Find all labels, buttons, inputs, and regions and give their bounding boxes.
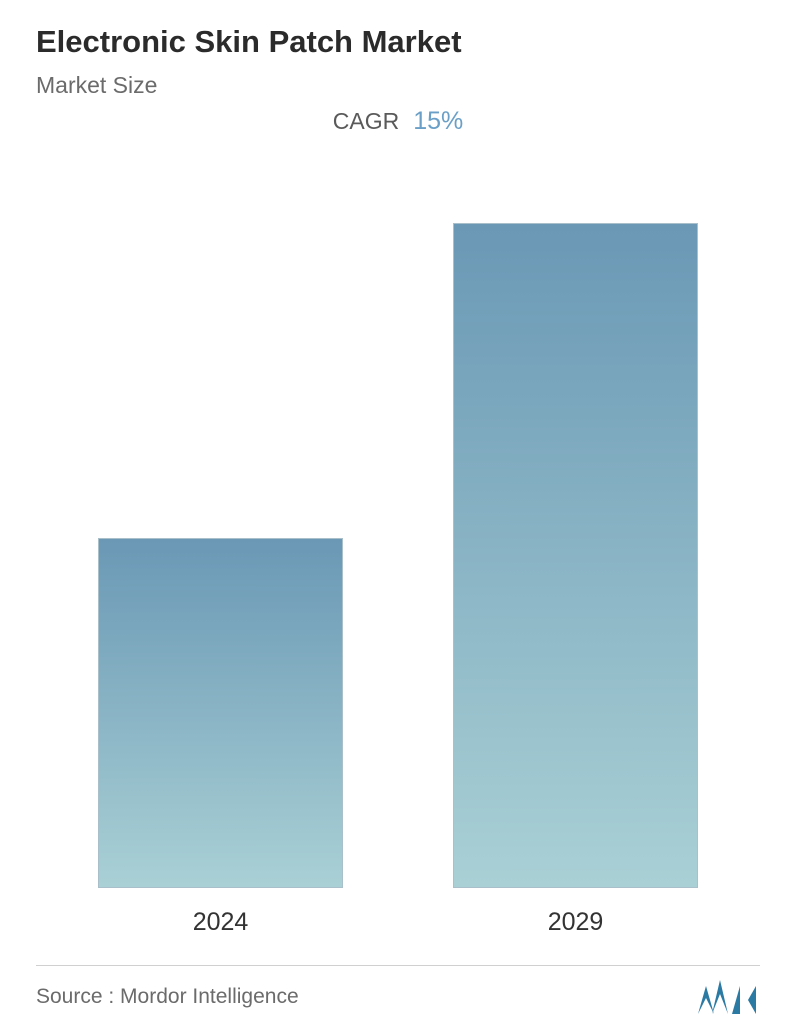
chart-title: Electronic Skin Patch Market — [36, 24, 760, 60]
cagr-value: 15% — [413, 107, 463, 136]
bar-label-2024: 2024 — [193, 908, 249, 937]
bar-label-2029: 2029 — [548, 908, 604, 937]
brand-logo-icon — [698, 980, 760, 1014]
bar-2024 — [98, 538, 343, 888]
source-text: Source : Mordor Intelligence — [36, 985, 299, 1009]
chart-footer: Source : Mordor Intelligence — [36, 965, 760, 1014]
chart-subtitle: Market Size — [36, 72, 760, 99]
brand-logo — [698, 980, 760, 1014]
chart-area: 2024 2029 — [36, 176, 760, 957]
cagr-row: CAGR 15% — [36, 107, 760, 136]
bar-group-2024: 2024 — [98, 538, 343, 937]
cagr-label: CAGR — [333, 108, 399, 135]
bar-2029 — [453, 223, 698, 888]
bar-group-2029: 2029 — [453, 223, 698, 937]
